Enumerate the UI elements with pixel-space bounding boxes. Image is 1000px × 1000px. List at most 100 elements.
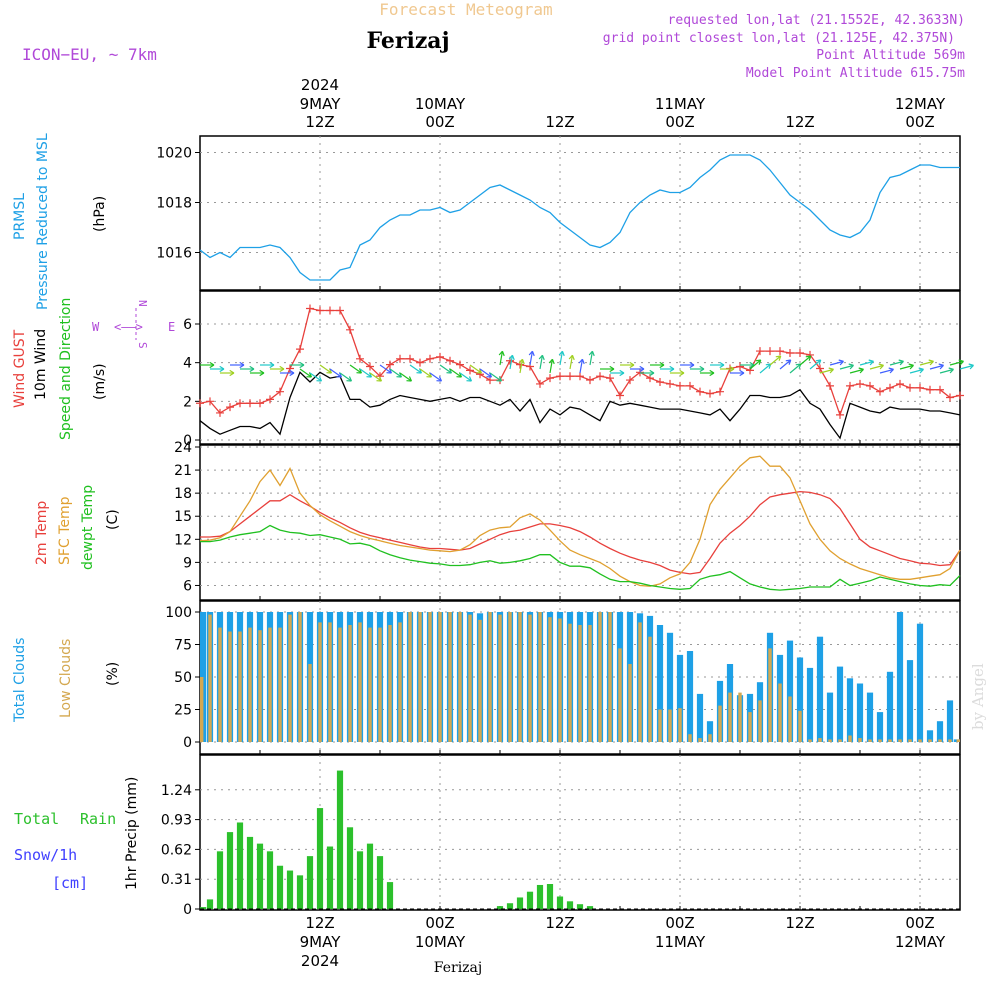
wind-arrow — [389, 368, 402, 378]
wind-arrow — [369, 372, 382, 382]
bar-low-clouds — [628, 664, 632, 742]
wind-arrow-head — [918, 367, 924, 374]
wind-arrow-head — [619, 369, 625, 377]
wind-arrow-head — [815, 359, 822, 365]
gust-point — [326, 306, 334, 315]
gust-point — [416, 358, 424, 367]
series-line-10m-wind — [199, 371, 961, 440]
wind-arrow-head — [466, 376, 473, 382]
label-dewpt-temp: dewpt Temp — [80, 485, 96, 570]
wind-arrow-head — [848, 363, 854, 370]
wind-arrow-head — [396, 372, 403, 378]
label-hpa: (hPa) — [92, 196, 108, 232]
gust-point — [926, 385, 934, 394]
wind-arrow — [379, 364, 392, 374]
bar-total-clouds — [816, 636, 824, 742]
bar-low-clouds — [228, 631, 232, 742]
wind-arrow — [519, 359, 524, 374]
bar-low-clouds — [838, 739, 842, 742]
signature: by Angel — [969, 663, 987, 730]
bottom-time-label: 00Z — [665, 914, 694, 932]
bar-low-clouds — [898, 739, 902, 742]
y-tick-label: 21 — [174, 463, 192, 479]
bottom-time-label: 12MAY — [895, 933, 946, 951]
model-altitude: Model Point Altitude 615.75m — [746, 66, 965, 81]
wind-arrow-head — [785, 359, 792, 365]
wind-arrow — [539, 355, 544, 370]
bar-low-clouds — [598, 612, 602, 742]
bar-low-clouds — [268, 627, 272, 742]
bar-low-clouds — [738, 692, 742, 742]
gust-point — [936, 385, 944, 394]
wind-arrow-head — [316, 376, 323, 382]
gust-point — [426, 354, 434, 363]
wind-arrow-head — [219, 365, 225, 373]
gust-point — [946, 393, 954, 402]
bar-low-clouds — [828, 739, 832, 742]
chart-title-faint: Forecast Meteogram — [379, 0, 552, 19]
bar-total-clouds — [656, 625, 664, 742]
bar-low-clouds — [858, 738, 862, 742]
gust-point — [706, 389, 714, 398]
wind-arrow-head — [928, 359, 934, 366]
gust-point — [856, 379, 864, 388]
gust-point — [216, 408, 224, 417]
wind-arrow-head — [958, 359, 964, 366]
svg-text:E: E — [168, 320, 175, 334]
y-tick-label: 0.31 — [161, 872, 192, 888]
gust-point — [306, 304, 314, 313]
wind-arrow-head — [336, 372, 343, 378]
bar-total-clouds — [686, 651, 694, 742]
wind-arrow — [499, 351, 504, 366]
wind-arrow-head — [558, 350, 565, 357]
wind-arrow — [749, 359, 762, 370]
gust-point — [826, 381, 834, 390]
bar-low-clouds — [668, 709, 672, 742]
y-tick-label: 6 — [183, 578, 192, 594]
bar-total-rain — [276, 865, 284, 909]
wind-arrow-head — [739, 369, 745, 377]
bar-low-clouds — [808, 739, 812, 742]
wind-arrow-head — [878, 363, 884, 370]
top-time-label: 12MAY — [895, 95, 946, 113]
wind-arrow — [459, 372, 472, 382]
wind-arrow — [439, 364, 452, 374]
bar-total-rain — [556, 896, 564, 909]
wind-arrow-head — [249, 365, 255, 373]
y-tick-label: 18 — [174, 486, 192, 502]
gust-point — [396, 354, 404, 363]
panel-wind: 0 2 4 6 — [183, 290, 974, 449]
wind-arrow — [909, 368, 924, 374]
top-time-label: 9MAY — [300, 95, 342, 113]
gust-point — [866, 381, 874, 390]
top-time-label: 2024 — [301, 76, 339, 94]
gust-point — [356, 354, 364, 363]
wind-arrow-head — [426, 372, 433, 378]
gust-point — [466, 366, 474, 375]
y-tick-label: 4 — [183, 356, 192, 372]
label-ms: (m/s) — [92, 363, 108, 400]
bar-low-clouds — [478, 619, 482, 742]
wind-arrow-head — [629, 361, 635, 369]
label-rain: Rain — [80, 810, 116, 828]
gust-point — [346, 325, 354, 334]
bar-low-clouds — [388, 625, 392, 742]
gust-point — [656, 378, 664, 386]
wind-arrow-head — [898, 359, 904, 366]
label-2m-temp: 2m Temp — [34, 501, 50, 565]
y-tick-label: 50 — [174, 670, 192, 686]
footer-station: Ferizaj — [434, 960, 482, 976]
bar-total-rain — [256, 843, 264, 909]
bar-total-clouds — [936, 721, 944, 742]
bar-total-rain — [566, 901, 574, 909]
bar-total-rain — [546, 884, 554, 909]
bar-total-clouds — [876, 712, 884, 742]
wind-arrow — [819, 368, 834, 374]
top-time-label: 00Z — [665, 113, 694, 131]
bar-low-clouds — [768, 648, 772, 742]
bar-total-clouds — [916, 623, 924, 742]
y-tick-label: 1020 — [156, 146, 192, 162]
label-total-clouds: Total Clouds — [12, 638, 28, 723]
wind-arrow — [319, 364, 332, 374]
gust-point — [226, 403, 234, 412]
